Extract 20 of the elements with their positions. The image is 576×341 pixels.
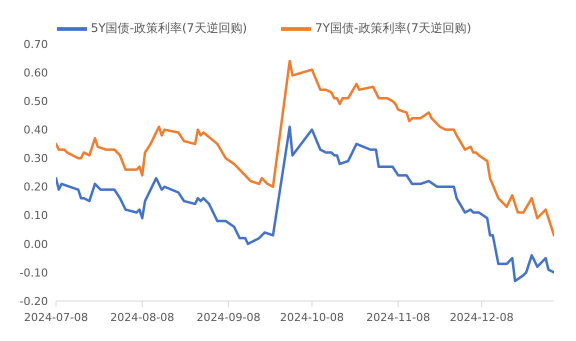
- x-tick-label: 2024-08-08: [110, 310, 174, 324]
- legend-label: 7Y国债-政策利率(7天逆回购): [315, 21, 472, 36]
- y-tick-label: 0.40: [24, 124, 48, 137]
- y-tick-label: -0.10: [20, 266, 48, 280]
- y-tick-label: 0.00: [24, 238, 48, 251]
- x-tick-label: 2024-11-08: [366, 310, 430, 324]
- y-tick-label: 0.50: [24, 95, 48, 108]
- y-tick-label: 0.10: [24, 209, 48, 222]
- y-tick-label: 0.20: [24, 180, 48, 194]
- x-tick-label: 2024-10-08: [280, 310, 344, 324]
- legend-label: 5Y国债-政策利率(7天逆回购): [90, 21, 247, 36]
- y-tick-label: 0.70: [24, 38, 48, 51]
- line-series: [56, 126, 554, 282]
- y-tick-label: 0.30: [24, 152, 48, 166]
- y-tick-label: 0.60: [24, 66, 48, 80]
- y-tick-label: -0.20: [20, 294, 48, 308]
- x-tick-label: 2024-07-08: [24, 310, 88, 324]
- line-series: [56, 60, 554, 237]
- x-tick-label: 2024-12-08: [450, 310, 514, 324]
- x-tick-label: 2024-09-08: [196, 310, 260, 324]
